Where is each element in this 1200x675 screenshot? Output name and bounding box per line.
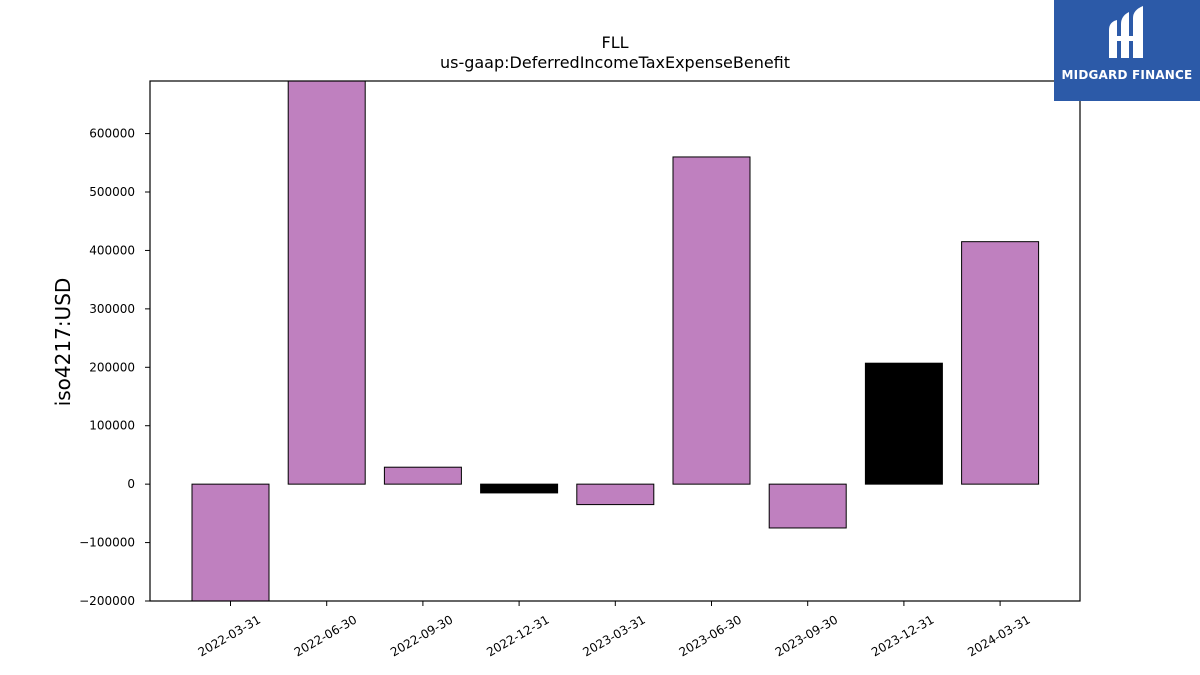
midgard-logo-icon [1109, 6, 1143, 58]
x-tick-label: 2024-03-31 [965, 612, 1032, 659]
plot-frame [149, 80, 1081, 602]
y-tick-label: 0 [127, 477, 135, 491]
chart-title: FLL [601, 33, 628, 52]
x-tick-label: 2023-06-30 [677, 612, 744, 659]
bar-2022-06-30 [287, 80, 366, 485]
y-tick-label: 500000 [89, 185, 135, 199]
x-tick-label: 2022-12-31 [484, 612, 551, 659]
bars-group [191, 80, 1040, 602]
y-tick-label: 200000 [89, 360, 135, 374]
logo-text: MIDGARD FINANCE [1061, 68, 1193, 82]
x-tick-label: 2023-03-31 [580, 612, 647, 659]
x-tick-label: 2023-09-30 [773, 612, 840, 659]
y-tick-label: 400000 [89, 243, 135, 257]
bar-2022-12-31 [480, 483, 559, 494]
brand-logo: MIDGARD FINANCE [1054, 0, 1200, 101]
x-tick-label: 2022-06-30 [292, 612, 359, 659]
y-tick-label: 300000 [89, 302, 135, 316]
bar-2023-06-30 [672, 156, 751, 485]
x-axis-ticks: 2022-03-31 2022-06-30 2022-09-30 2022-12-31… [196, 601, 1033, 659]
y-tick-label: 100000 [89, 419, 135, 433]
y-tick-label: −100000 [79, 536, 135, 550]
y-tick-label: 600000 [89, 127, 135, 141]
bar-2023-09-30 [768, 483, 847, 529]
bar-2023-12-31 [864, 362, 943, 485]
y-tick-label: −200000 [79, 594, 135, 608]
x-tick-label: 2022-03-31 [196, 612, 263, 659]
bar-2023-03-31 [576, 483, 655, 506]
bar-2022-09-30 [383, 466, 462, 485]
y-axis-ticks: −200000 −100000 0 100000 200000 300000 400000 5… [79, 127, 150, 608]
y-axis-label: iso4217:USD [51, 278, 75, 407]
bar-2024-03-31 [961, 241, 1040, 485]
bar-2022-03-31 [191, 483, 270, 602]
x-tick-label: 2022-09-30 [388, 612, 455, 659]
chart-subtitle: us-gaap:DeferredIncomeTaxExpenseBenefit [440, 53, 790, 72]
x-tick-label: 2023-12-31 [869, 612, 936, 659]
